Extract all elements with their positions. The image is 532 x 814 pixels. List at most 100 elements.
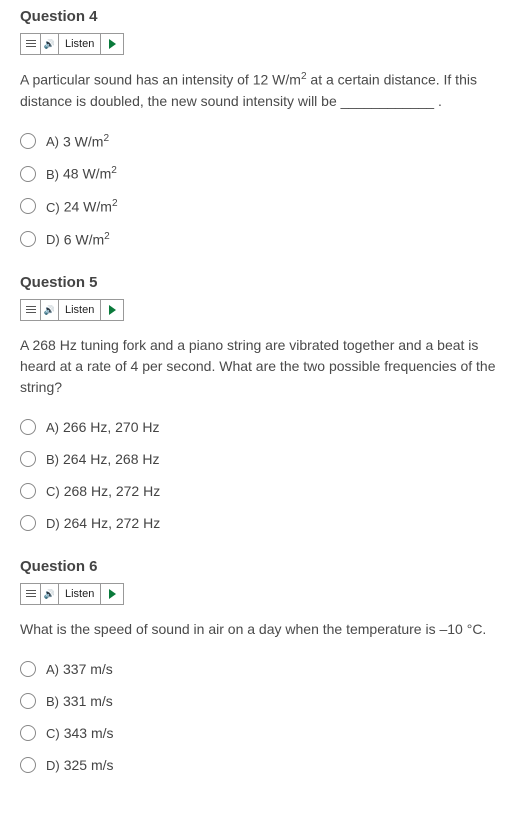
choice-body: 337 m/s: [63, 661, 113, 677]
choice-row[interactable]: A) 337 m/s: [20, 654, 512, 686]
choice-row[interactable]: B) 48 W/m2: [20, 158, 512, 191]
listen-play-button[interactable]: [101, 34, 123, 54]
radio-button[interactable]: [20, 515, 36, 531]
choice-row[interactable]: B) 331 m/s: [20, 686, 512, 718]
choice-list: A) 3 W/m2 B) 48 W/m2 C) 24 W/m2 D) 6 W/m…: [20, 126, 512, 257]
choice-label: A) 3 W/m2: [46, 133, 109, 150]
choice-row[interactable]: D) 6 W/m2: [20, 224, 512, 257]
choice-sup: 2: [111, 165, 117, 176]
choice-body: 48 W/m2: [63, 165, 117, 182]
sound-icon: [44, 38, 55, 50]
choice-letter: B): [46, 694, 59, 709]
choice-label: D) 325 m/s: [46, 757, 114, 773]
listen-sound-button[interactable]: [41, 584, 59, 604]
choice-label: C) 343 m/s: [46, 725, 114, 741]
choice-label: B) 331 m/s: [46, 693, 113, 709]
choice-row[interactable]: D) 325 m/s: [20, 750, 512, 782]
menu-icon: [26, 40, 36, 48]
choice-row[interactable]: C) 24 W/m2: [20, 191, 512, 224]
listen-menu-button[interactable]: [21, 584, 41, 604]
listen-label[interactable]: Listen: [59, 34, 101, 54]
choice-row[interactable]: A) 3 W/m2: [20, 126, 512, 159]
choice-body: 266 Hz, 270 Hz: [63, 419, 160, 435]
menu-icon: [26, 306, 36, 314]
question-block: Question 4 Listen A particular sound has…: [0, 8, 532, 274]
choice-text: 48 W/m: [63, 166, 111, 182]
listen-menu-button[interactable]: [21, 34, 41, 54]
choice-list: A) 266 Hz, 270 Hz B) 264 Hz, 268 Hz C) 2…: [20, 412, 512, 540]
choice-row[interactable]: B) 264 Hz, 268 Hz: [20, 444, 512, 476]
choice-label: D) 6 W/m2: [46, 231, 110, 248]
choice-label: A) 266 Hz, 270 Hz: [46, 419, 160, 435]
radio-button[interactable]: [20, 198, 36, 214]
choice-letter: B): [46, 452, 59, 467]
question-title: Question 4: [20, 8, 512, 25]
choice-body: 6 W/m2: [64, 231, 110, 248]
choice-label: B) 264 Hz, 268 Hz: [46, 451, 160, 467]
radio-button[interactable]: [20, 757, 36, 773]
radio-button[interactable]: [20, 483, 36, 499]
choice-body: 268 Hz, 272 Hz: [64, 483, 161, 499]
choice-body: 331 m/s: [63, 693, 113, 709]
choice-label: D) 264 Hz, 272 Hz: [46, 515, 160, 531]
choice-letter: D): [46, 232, 60, 247]
choice-letter: D): [46, 758, 60, 773]
question-prompt: A particular sound has an intensity of 1…: [20, 69, 512, 112]
listen-play-button[interactable]: [101, 300, 123, 320]
radio-button[interactable]: [20, 231, 36, 247]
choice-letter: D): [46, 516, 60, 531]
question-prompt: A 268 Hz tuning fork and a piano string …: [20, 335, 512, 398]
choice-text: 6 W/m: [64, 231, 104, 247]
listen-label[interactable]: Listen: [59, 300, 101, 320]
choice-letter: A): [46, 134, 59, 149]
choice-label: A) 337 m/s: [46, 661, 113, 677]
radio-button[interactable]: [20, 166, 36, 182]
menu-icon: [26, 590, 36, 598]
play-icon: [109, 589, 116, 599]
radio-button[interactable]: [20, 451, 36, 467]
choice-letter: A): [46, 420, 59, 435]
question-prompt: What is the speed of sound in air on a d…: [20, 619, 512, 640]
listen-label[interactable]: Listen: [59, 584, 101, 604]
choice-sup: 2: [103, 133, 109, 144]
radio-button[interactable]: [20, 419, 36, 435]
choice-sup: 2: [112, 198, 118, 209]
choice-text: 3 W/m: [63, 133, 103, 149]
choice-list: A) 337 m/s B) 331 m/s C) 343 m/s D) 325 …: [20, 654, 512, 782]
choice-sup: 2: [104, 231, 110, 242]
play-icon: [109, 39, 116, 49]
choice-body: 24 W/m2: [64, 198, 118, 215]
listen-sound-button[interactable]: [41, 34, 59, 54]
radio-button[interactable]: [20, 661, 36, 677]
question-title: Question 5: [20, 274, 512, 291]
radio-button[interactable]: [20, 133, 36, 149]
radio-button[interactable]: [20, 693, 36, 709]
choice-body: 264 Hz, 268 Hz: [63, 451, 160, 467]
sound-icon: [44, 588, 55, 600]
choice-row[interactable]: A) 266 Hz, 270 Hz: [20, 412, 512, 444]
choice-letter: C): [46, 484, 60, 499]
choice-letter: B): [46, 167, 59, 182]
choice-label: B) 48 W/m2: [46, 165, 117, 182]
choice-label: C) 268 Hz, 272 Hz: [46, 483, 160, 499]
choice-letter: C): [46, 200, 60, 215]
listen-sound-button[interactable]: [41, 300, 59, 320]
play-icon: [109, 305, 116, 315]
question-title-text: Question 5: [20, 274, 98, 291]
prompt-segment: A particular sound has an intensity of 1…: [20, 72, 301, 88]
choice-text: 24 W/m: [64, 199, 112, 215]
radio-button[interactable]: [20, 725, 36, 741]
choice-row[interactable]: C) 343 m/s: [20, 718, 512, 750]
listen-toolbar: Listen: [20, 583, 124, 605]
choice-label: C) 24 W/m2: [46, 198, 118, 215]
choice-letter: C): [46, 726, 60, 741]
sound-icon: [44, 304, 55, 316]
question-block: Question 6 Listen What is the speed of s…: [0, 558, 532, 800]
listen-play-button[interactable]: [101, 584, 123, 604]
listen-toolbar: Listen: [20, 33, 124, 55]
choice-row[interactable]: C) 268 Hz, 272 Hz: [20, 476, 512, 508]
choice-body: 343 m/s: [64, 725, 114, 741]
listen-menu-button[interactable]: [21, 300, 41, 320]
choice-letter: A): [46, 662, 59, 677]
choice-row[interactable]: D) 264 Hz, 272 Hz: [20, 508, 512, 540]
